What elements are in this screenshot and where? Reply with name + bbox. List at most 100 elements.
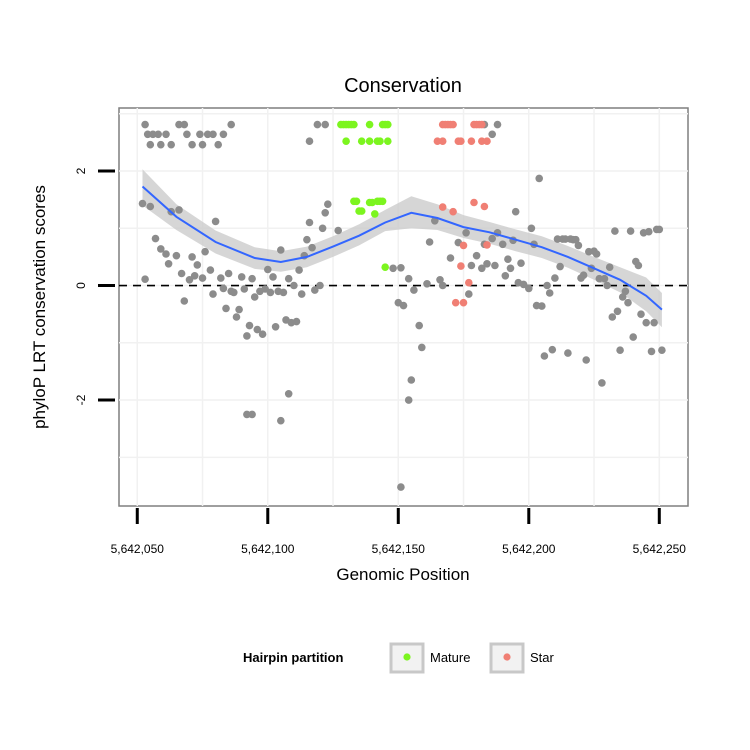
point-other xyxy=(209,290,217,298)
point-other xyxy=(535,175,543,183)
point-other xyxy=(233,313,241,321)
point-other xyxy=(243,332,251,340)
point-other xyxy=(575,242,583,250)
point-mature xyxy=(384,137,392,145)
point-other xyxy=(147,203,155,211)
point-other xyxy=(303,236,311,244)
point-other xyxy=(280,289,288,297)
point-other xyxy=(251,293,259,301)
point-other xyxy=(199,274,207,282)
point-other xyxy=(212,218,220,226)
point-other xyxy=(410,286,418,294)
point-other xyxy=(207,266,215,274)
point-mature xyxy=(366,137,374,145)
point-other xyxy=(167,141,175,149)
point-star xyxy=(470,199,478,207)
point-other xyxy=(603,282,611,290)
point-other xyxy=(308,244,316,252)
point-mature xyxy=(379,198,387,206)
point-other xyxy=(622,288,630,296)
point-other xyxy=(194,261,202,269)
point-other xyxy=(285,275,293,283)
point-other xyxy=(165,260,173,268)
point-other xyxy=(483,260,491,268)
point-other xyxy=(152,235,160,243)
point-other xyxy=(465,290,473,298)
point-other xyxy=(196,131,204,139)
x-tick-label: 5,642,100 xyxy=(241,542,295,556)
point-star xyxy=(452,299,460,307)
point-other xyxy=(248,411,256,419)
point-other xyxy=(637,310,645,318)
point-other xyxy=(488,235,496,243)
point-other xyxy=(423,280,431,288)
point-other xyxy=(246,322,254,330)
point-other xyxy=(543,282,551,290)
point-other xyxy=(201,248,209,256)
point-other xyxy=(546,289,554,297)
legend-label-star: Star xyxy=(530,650,555,665)
point-other xyxy=(447,254,455,262)
point-other xyxy=(209,131,217,139)
point-other xyxy=(468,262,476,270)
point-other xyxy=(334,227,342,235)
point-other xyxy=(220,131,228,139)
point-star xyxy=(460,299,468,307)
point-other xyxy=(181,297,189,305)
point-other xyxy=(629,333,637,341)
point-star xyxy=(457,137,465,145)
point-star xyxy=(449,208,457,216)
point-mature xyxy=(371,210,379,218)
point-other xyxy=(191,272,199,280)
point-other xyxy=(462,229,470,237)
point-other xyxy=(504,255,512,263)
point-other xyxy=(658,346,666,354)
point-other xyxy=(293,318,301,326)
point-other xyxy=(650,319,658,327)
legend-label-mature: Mature xyxy=(430,650,470,665)
point-other xyxy=(162,131,170,139)
point-other xyxy=(188,253,196,261)
point-other xyxy=(491,262,499,270)
point-other xyxy=(290,282,298,290)
point-star xyxy=(457,262,465,270)
point-mature xyxy=(376,137,384,145)
point-other xyxy=(400,302,408,310)
point-other xyxy=(538,302,546,310)
point-other xyxy=(267,289,275,297)
point-other xyxy=(157,141,165,149)
point-other xyxy=(285,390,293,398)
point-other xyxy=(306,137,314,145)
point-other xyxy=(277,246,285,254)
point-other xyxy=(601,275,609,283)
point-mature xyxy=(353,198,361,206)
point-other xyxy=(549,346,557,354)
point-other xyxy=(408,376,416,384)
legend-title: Hairpin partition xyxy=(243,650,343,665)
point-other xyxy=(222,305,230,313)
point-other xyxy=(656,226,664,234)
point-star xyxy=(483,137,491,145)
point-other xyxy=(188,141,196,149)
x-tick-label: 5,642,050 xyxy=(111,542,165,556)
point-other xyxy=(517,259,525,267)
point-star xyxy=(460,242,468,250)
point-other xyxy=(627,227,635,235)
point-other xyxy=(512,208,520,216)
point-other xyxy=(178,270,186,278)
point-star xyxy=(481,203,489,211)
point-other xyxy=(426,238,434,246)
x-tick-label: 5,642,200 xyxy=(502,542,556,556)
point-other xyxy=(154,131,162,139)
point-other xyxy=(606,263,614,271)
point-other xyxy=(551,274,559,282)
point-star xyxy=(478,121,486,129)
point-other xyxy=(499,241,507,249)
point-other xyxy=(321,121,329,129)
point-other xyxy=(564,349,572,357)
point-other xyxy=(598,379,606,387)
point-other xyxy=(418,344,426,352)
point-mature xyxy=(381,263,389,271)
point-other xyxy=(183,131,191,139)
y-tick-label: -2 xyxy=(74,394,88,405)
